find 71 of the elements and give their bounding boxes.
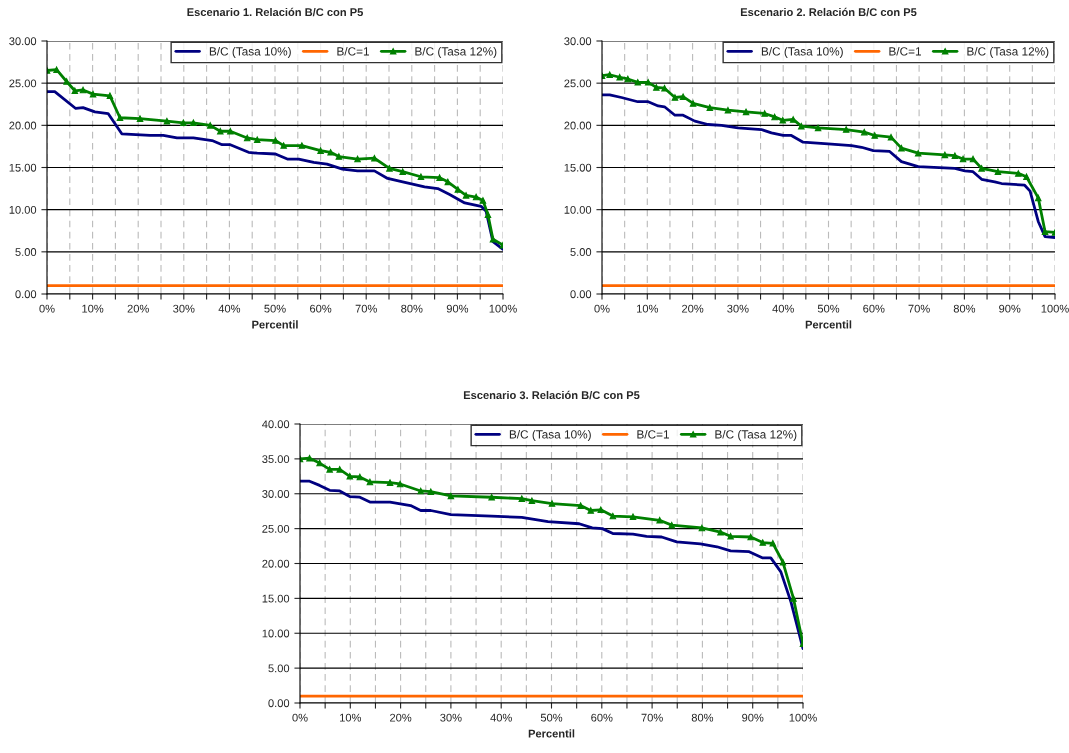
x-tick-label: 40% xyxy=(772,304,794,313)
x-tick-label: 60% xyxy=(863,304,885,313)
x-tick-label: 0% xyxy=(39,304,55,313)
x-tick-label: 80% xyxy=(691,713,714,722)
y-tick-label: 0.00 xyxy=(268,699,290,708)
x-axis-title: Percentil xyxy=(252,320,298,329)
x-axis-title: Percentil xyxy=(528,729,575,738)
y-tick-label: 40.00 xyxy=(262,420,290,429)
x-tick-label: 70% xyxy=(908,304,930,313)
y-tick-label: 5.00 xyxy=(268,664,290,673)
y-tick-label: 35.00 xyxy=(262,455,290,464)
x-tick-label: 70% xyxy=(641,713,663,722)
y-tick-label: 15.00 xyxy=(9,163,37,172)
x-tick-label: 50% xyxy=(264,304,286,313)
x-tick-label: 40% xyxy=(218,304,241,313)
y-tick-label: 5.00 xyxy=(15,248,37,256)
legend-label: B/C (Tasa 12%) xyxy=(715,429,797,441)
x-tick-label: 60% xyxy=(591,713,613,722)
y-tick-label: 0.00 xyxy=(570,290,592,299)
y-tick-label: 20.00 xyxy=(9,121,37,130)
y-tick-label: 15.00 xyxy=(564,163,592,172)
y-tick-label: 25.00 xyxy=(9,79,37,88)
x-tick-label: 20% xyxy=(390,713,412,722)
x-tick-label: 80% xyxy=(401,304,423,313)
y-tick-label: 30.00 xyxy=(9,37,37,46)
chart-title: Escenario 1. Relación B/C con P5 xyxy=(187,7,363,17)
x-tick-label: 30% xyxy=(440,713,462,722)
chart-title: Escenario 2. Relación B/C con P5 xyxy=(740,7,917,17)
legend-label: B/C (Tasa 12%) xyxy=(415,46,497,58)
x-tick-label: 10% xyxy=(82,304,104,313)
y-tick-label: 20.00 xyxy=(262,559,290,568)
x-tick-label: 100% xyxy=(789,713,817,722)
chart-title: Escenario 3. Relación B/C con P5 xyxy=(463,390,640,400)
x-tick-label: 10% xyxy=(637,304,659,313)
legend-label: B/C=1 xyxy=(637,429,669,439)
x-tick-label: 0% xyxy=(594,304,610,313)
y-tick-label: 10.00 xyxy=(262,629,290,638)
x-tick-label: 30% xyxy=(727,304,749,313)
x-tick-label: 40% xyxy=(490,713,512,722)
x-tick-label: 90% xyxy=(742,713,764,722)
x-tick-label: 100% xyxy=(489,304,517,313)
x-tick-label: 80% xyxy=(953,304,976,313)
x-tick-label: 60% xyxy=(310,304,332,313)
x-tick-label: 90% xyxy=(999,304,1021,313)
x-tick-label: 20% xyxy=(682,304,704,313)
y-tick-label: 20.00 xyxy=(564,121,592,130)
legend-label: B/C=1 xyxy=(889,46,921,56)
x-tick-label: 50% xyxy=(817,304,840,313)
y-tick-label: 0.00 xyxy=(15,290,37,299)
x-tick-label: 0% xyxy=(292,713,308,722)
y-tick-label: 10.00 xyxy=(564,205,592,214)
y-tick-label: 5.00 xyxy=(570,248,592,256)
x-axis-title: Percentil xyxy=(805,320,852,329)
x-tick-label: 90% xyxy=(446,304,469,313)
x-tick-label: 50% xyxy=(540,713,563,722)
legend-label: B/C (Tasa 10%) xyxy=(761,46,843,58)
legend-label: B/C=1 xyxy=(337,46,369,56)
x-tick-label: 30% xyxy=(173,304,195,313)
y-tick-label: 10.00 xyxy=(9,205,37,214)
x-tick-label: 70% xyxy=(355,304,377,313)
legend-label: B/C (Tasa 12%) xyxy=(967,46,1049,58)
y-tick-label: 25.00 xyxy=(262,524,290,533)
y-tick-label: 30.00 xyxy=(262,490,290,498)
y-tick-label: 25.00 xyxy=(564,79,592,88)
x-tick-label: 20% xyxy=(127,304,149,313)
legend-label: B/C (Tasa 10%) xyxy=(509,429,591,441)
x-tick-label: 10% xyxy=(340,713,362,722)
y-tick-label: 15.00 xyxy=(262,594,290,603)
x-tick-label: 100% xyxy=(1041,304,1069,313)
y-tick-label: 30.00 xyxy=(564,37,592,46)
legend-label: B/C (Tasa 10%) xyxy=(209,46,291,58)
